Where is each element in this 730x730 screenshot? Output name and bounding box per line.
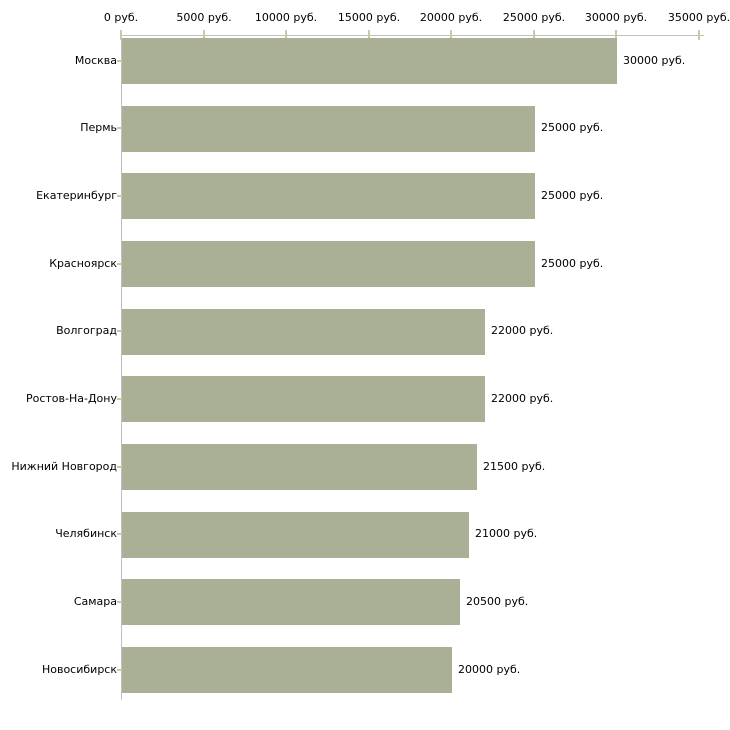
x-tick-label: 0 руб.	[103, 11, 139, 24]
y-tick-mark	[117, 669, 125, 671]
bar-value: 30000 руб.	[623, 54, 686, 67]
y-tick-mark	[117, 533, 125, 535]
bar	[122, 376, 485, 422]
x-tick-label: 35000 руб.	[667, 11, 730, 24]
bar-label: Пермь	[80, 121, 117, 134]
bar-label: Челябинск	[55, 527, 117, 540]
x-tick-mark	[615, 30, 617, 40]
bar-label: Екатеринбург	[36, 189, 117, 202]
x-tick-mark	[120, 30, 122, 40]
x-tick-label: 5000 руб.	[176, 11, 232, 24]
bar-label: Ростов-На-Дону	[25, 392, 117, 405]
bar-value: 25000 руб.	[541, 257, 604, 270]
bar-label: Волгоград	[56, 324, 117, 337]
bar-label: Нижний Новгород	[11, 460, 117, 473]
x-axis-line	[121, 35, 704, 36]
bar	[122, 512, 469, 558]
bar	[122, 241, 535, 287]
bar-value: 25000 руб.	[541, 121, 604, 134]
bar	[122, 309, 485, 355]
x-tick-mark	[698, 30, 700, 40]
bar-value: 21000 руб.	[475, 527, 538, 540]
x-tick-label: 10000 руб.	[254, 11, 318, 24]
bar	[122, 647, 452, 693]
y-tick-mark	[117, 601, 125, 603]
y-tick-mark	[117, 398, 125, 400]
bar	[122, 106, 535, 152]
x-tick-label: 25000 руб.	[502, 11, 566, 24]
y-axis-line	[121, 35, 122, 700]
bar-value: 21500 руб.	[483, 460, 546, 473]
bar-value: 22000 руб.	[491, 324, 554, 337]
y-tick-mark	[117, 330, 125, 332]
bar-label: Красноярск	[49, 257, 117, 270]
y-tick-mark	[117, 60, 125, 62]
bar-value: 22000 руб.	[491, 392, 554, 405]
bar	[122, 38, 617, 84]
bar	[122, 579, 460, 625]
bar-value: 20000 руб.	[458, 663, 521, 676]
y-tick-mark	[117, 195, 125, 197]
x-tick-mark	[368, 30, 370, 40]
bar	[122, 173, 535, 219]
bar-value: 20500 руб.	[466, 595, 529, 608]
x-tick-label: 20000 руб.	[419, 11, 483, 24]
bar	[122, 444, 477, 490]
bar-label: Самара	[73, 595, 117, 608]
x-tick-mark	[285, 30, 287, 40]
x-tick-mark	[533, 30, 535, 40]
bar-value: 25000 руб.	[541, 189, 604, 202]
x-tick-label: 30000 руб.	[584, 11, 648, 24]
bar-label: Новосибирск	[41, 663, 117, 676]
y-tick-mark	[117, 127, 125, 129]
x-tick-label: 15000 руб.	[337, 11, 401, 24]
y-tick-mark	[117, 466, 125, 468]
bar-label: Москва	[74, 54, 117, 67]
x-tick-mark	[450, 30, 452, 40]
x-tick-mark	[203, 30, 205, 40]
y-tick-mark	[117, 263, 125, 265]
